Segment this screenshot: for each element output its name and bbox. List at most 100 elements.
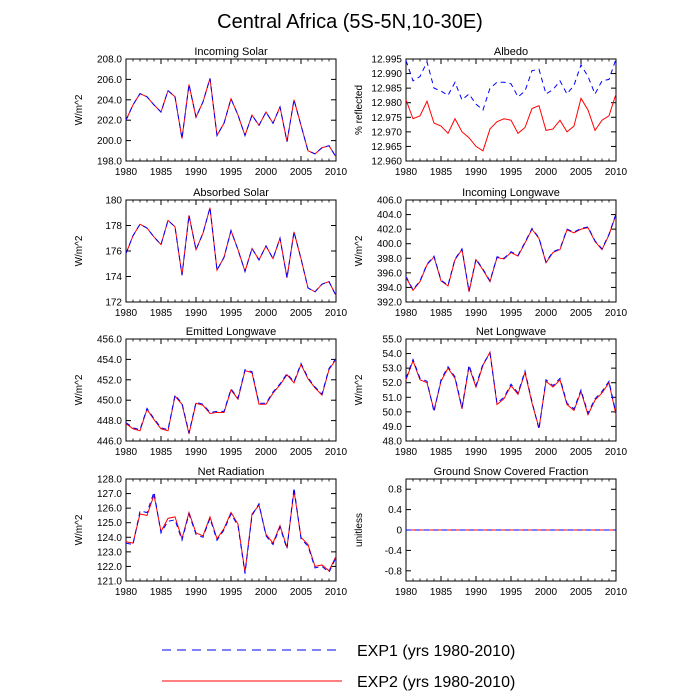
series-line-exp1 [405, 213, 617, 292]
y-tick-label: 394.0 [377, 283, 402, 294]
x-tick-label: 1980 [395, 308, 418, 319]
x-tick-label: 1985 [430, 447, 453, 458]
x-tick-label: 1980 [395, 587, 418, 598]
y-tick-label: 392.0 [377, 298, 402, 309]
panel-title: Emitted Longwave [186, 326, 277, 338]
y-tick-label: 54.0 [383, 349, 403, 360]
y-tick-label: 48.0 [383, 437, 403, 448]
y-tick-label: 12.960 [371, 157, 402, 168]
x-tick-label: 2005 [570, 447, 593, 458]
plot-frame [405, 338, 617, 442]
y-tick-label: 50.0 [383, 407, 403, 418]
y-tick-label: 402.0 [377, 225, 402, 236]
y-axis-label: W/m^2 [74, 514, 85, 545]
y-tick-label: 126.0 [97, 504, 122, 515]
x-tick-label: 1980 [115, 587, 138, 598]
x-tick-label: 1995 [220, 167, 243, 178]
y-tick-label: 12.965 [371, 142, 402, 153]
y-tick-label: 450.0 [97, 396, 122, 407]
series-line-exp2 [125, 207, 337, 296]
x-tick-label: 2000 [535, 308, 558, 319]
plot-frame [405, 58, 617, 162]
series-line-exp2 [125, 490, 337, 573]
x-tick-label: 2010 [605, 167, 628, 178]
panel: Absorbed Solar W/m^2 1980 1985 1990 1995 2000 2… [74, 187, 348, 319]
panels: Incoming Solar W/m^2 1980 1985 1990 1995 2000 2… [74, 46, 628, 598]
x-tick-label: 2000 [255, 447, 278, 458]
panel-title: Albedo [494, 46, 528, 58]
panel-title: Incoming Solar [194, 46, 268, 58]
series-line-exp2 [125, 78, 337, 158]
x-tick-label: 2005 [570, 308, 593, 319]
y-tick-label: 124.0 [97, 533, 122, 544]
y-tick-label: 12.990 [371, 69, 402, 80]
y-tick-label: 0 [396, 526, 402, 537]
x-tick-label: 2000 [535, 167, 558, 178]
panel: Incoming Longwave W/m^2 1980 1985 1990 1995 20… [354, 187, 628, 319]
x-tick-label: 1980 [395, 167, 418, 178]
legend-label-exp2: EXP2 (yrs 1980-2010) [357, 674, 515, 691]
series-line-exp1 [405, 58, 617, 111]
y-tick-label: 0.8 [388, 485, 402, 496]
y-tick-label: 202.0 [97, 116, 122, 127]
x-tick-label: 2005 [290, 447, 313, 458]
y-tick-label: 396.0 [377, 268, 402, 279]
y-axis-label: % reflected [354, 85, 365, 135]
y-tick-label: 400.0 [377, 239, 402, 250]
x-tick-label: 2010 [325, 167, 348, 178]
x-tick-label: 2005 [570, 167, 593, 178]
x-tick-label: 1995 [220, 308, 243, 319]
y-tick-label: 200.0 [97, 136, 122, 147]
x-tick-label: 1985 [430, 308, 453, 319]
x-tick-label: 1990 [465, 308, 488, 319]
y-tick-label: 12.970 [371, 127, 402, 138]
x-tick-label: 2010 [605, 308, 628, 319]
y-tick-label: 51.0 [383, 393, 403, 404]
series-line-exp1 [125, 207, 337, 296]
y-axis-label: W/m^2 [74, 235, 85, 266]
y-tick-label: 198.0 [97, 157, 122, 168]
y-tick-label: 172 [105, 298, 122, 309]
panel-title: Ground Snow Covered Fraction [434, 466, 589, 478]
y-tick-label: 49.0 [383, 422, 403, 433]
y-tick-label: 456.0 [97, 335, 122, 346]
y-tick-label: 123.0 [97, 547, 122, 558]
y-tick-label: 176 [105, 247, 122, 258]
x-tick-label: 2005 [290, 167, 313, 178]
x-tick-label: 1990 [185, 447, 208, 458]
x-tick-label: 2000 [255, 308, 278, 319]
y-tick-label: 178 [105, 221, 122, 232]
x-tick-label: 1990 [185, 308, 208, 319]
y-tick-label: 452.0 [97, 375, 122, 386]
x-tick-label: 1995 [500, 587, 523, 598]
panel-title: Incoming Longwave [462, 187, 560, 199]
y-tick-label: 127.0 [97, 489, 122, 500]
y-tick-label: 206.0 [97, 75, 122, 86]
y-tick-label: 204.0 [97, 95, 122, 106]
x-tick-label: 1980 [115, 308, 138, 319]
x-tick-label: 2010 [325, 308, 348, 319]
series-line-exp2 [405, 350, 617, 429]
y-axis-label: W/m^2 [74, 374, 85, 405]
legend-label-exp1: EXP1 (yrs 1980-2010) [357, 643, 515, 660]
y-axis-label: W/m^2 [74, 94, 85, 125]
y-tick-label: 448.0 [97, 416, 122, 427]
x-tick-label: 2005 [290, 587, 313, 598]
panel: Net Radiation W/m^2 1980 1985 1990 1995 2000 20… [74, 466, 348, 598]
series-line-exp2 [405, 93, 617, 152]
y-tick-label: 55.0 [383, 335, 403, 346]
plot-frame [405, 199, 617, 303]
x-tick-label: 2010 [325, 587, 348, 598]
y-tick-label: 446.0 [97, 437, 122, 448]
y-tick-label: 404.0 [377, 210, 402, 221]
x-tick-label: 1985 [150, 447, 173, 458]
y-axis-label: W/m^2 [354, 374, 365, 405]
x-tick-label: 1995 [220, 587, 243, 598]
panel: Albedo % reflected 1980 1985 1990 1995 2000 200… [354, 46, 628, 178]
y-tick-label: 454.0 [97, 355, 122, 366]
series-line-exp1 [125, 78, 337, 158]
y-tick-label: 208.0 [97, 55, 122, 66]
x-tick-label: 2010 [325, 447, 348, 458]
y-tick-label: -0.4 [385, 546, 403, 557]
